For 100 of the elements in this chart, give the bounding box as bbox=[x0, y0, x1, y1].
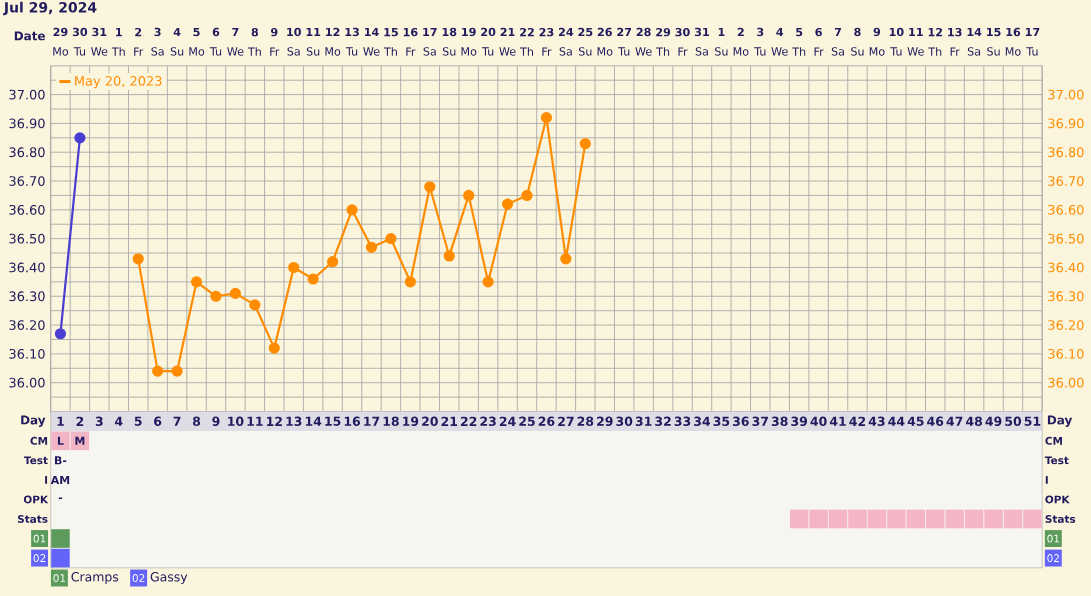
y-tick-label: 36.80 bbox=[9, 147, 45, 158]
x-tick-label: 1 Su bbox=[715, 27, 728, 56]
point bbox=[268, 342, 280, 354]
text: M bbox=[75, 436, 85, 445]
x-tick-label: 4 Su bbox=[170, 27, 184, 56]
x-tick-label: 29 bbox=[597, 416, 613, 426]
x-tick-label: 1 bbox=[57, 416, 64, 426]
y2-tick-label: OPK bbox=[1045, 495, 1070, 504]
x-tick-label: 16 bbox=[344, 416, 361, 426]
x-tick-label: 8 Su bbox=[851, 27, 864, 56]
x-tick-label: 37 bbox=[752, 416, 768, 426]
y2-tick-label: 36.10 bbox=[1048, 348, 1084, 359]
x-tick-label: 30 Fr bbox=[675, 27, 690, 56]
point bbox=[210, 290, 222, 302]
x-tick-label: 36 bbox=[732, 416, 749, 426]
x-tick-label: 25 Su bbox=[578, 27, 593, 56]
y2-tick-label: 36.30 bbox=[1048, 291, 1084, 302]
x-tick-label: 23 bbox=[480, 416, 496, 426]
x-tick-label: 27 Tu bbox=[617, 27, 632, 56]
x-tick-label: 1 Th bbox=[111, 27, 125, 56]
y2-tick-label: 36.60 bbox=[1048, 204, 1084, 215]
x-tick-label: 25 bbox=[519, 416, 535, 426]
y-tick-label: 36.10 bbox=[9, 348, 45, 359]
x-tick-label: 43 bbox=[868, 416, 885, 426]
x-tick-label: 12 bbox=[267, 416, 282, 426]
text: AM bbox=[50, 475, 70, 484]
y-tick-label: 37.00 bbox=[9, 89, 45, 100]
x-tick-label: 18 bbox=[383, 416, 399, 426]
x-tick-label: 9 Fr bbox=[270, 27, 280, 56]
x-axis-title: Date bbox=[14, 31, 45, 41]
point bbox=[307, 273, 319, 285]
x-tick-label: 13 bbox=[286, 416, 302, 426]
y-tick-label: 36.40 bbox=[9, 262, 45, 273]
x-tick-label: 11 We bbox=[907, 27, 924, 56]
x-tick-label: 33 bbox=[674, 416, 691, 426]
x-tick-label: 29 Th bbox=[656, 27, 671, 56]
x-tick-label: 13 Fr bbox=[948, 27, 962, 56]
point bbox=[463, 189, 475, 201]
x-tick-label: 10 bbox=[228, 416, 244, 426]
point bbox=[132, 253, 144, 265]
x-tick-label: 19 Mo bbox=[461, 27, 477, 56]
x-tick-label: 31 We bbox=[91, 27, 108, 56]
x-tick-label: 28 bbox=[577, 416, 594, 426]
y2-tick-label: 02 bbox=[1047, 553, 1059, 562]
point bbox=[190, 276, 203, 288]
y-tick-label: 01 bbox=[33, 534, 46, 543]
text: Gassy bbox=[150, 571, 188, 584]
y2-tick-label: 36.90 bbox=[1048, 118, 1084, 129]
x-tick-label: 23 Fr bbox=[539, 27, 554, 56]
x-tick-label: 30 bbox=[616, 416, 633, 426]
x-tick-label: 6 Tu bbox=[209, 27, 222, 56]
x-tick-label: 17 Sa bbox=[423, 27, 437, 56]
y-tick-label: 36.20 bbox=[9, 320, 45, 330]
x-tick-label: 11 bbox=[247, 416, 263, 426]
x-tick-label: 21 We bbox=[499, 27, 516, 56]
x-tick-label: 26 Mo bbox=[597, 27, 613, 56]
y2-tick-label: Test bbox=[1044, 456, 1069, 465]
x-tick-label: 3 Tu bbox=[754, 27, 766, 56]
x-tick-label: 41 bbox=[829, 416, 846, 426]
y-tick-label: 36.50 bbox=[9, 233, 45, 244]
x-tick-label: 6 Fr bbox=[814, 27, 824, 56]
text: - bbox=[58, 497, 63, 499]
x-tick-label: 2 Mo bbox=[733, 27, 749, 56]
y2-tick-label: 36.00 bbox=[1048, 377, 1084, 388]
point bbox=[482, 276, 494, 288]
y2-tick-label: 36.20 bbox=[1048, 320, 1084, 330]
x-tick-label: 7 bbox=[173, 416, 181, 426]
point bbox=[540, 111, 553, 124]
x-tick-label: 39 bbox=[791, 416, 808, 426]
x-tick-label: 12 Mo bbox=[325, 27, 341, 56]
point bbox=[346, 204, 358, 216]
category-label: 02 bbox=[132, 573, 145, 582]
y-tick-label: 36.30 bbox=[9, 291, 45, 302]
x-tick-label: 31 bbox=[635, 416, 652, 426]
x-tick-label: 26 bbox=[538, 416, 555, 426]
x-tick-label: 9 Mo bbox=[869, 27, 885, 56]
x-tick-label: 47 bbox=[946, 416, 963, 426]
x-tick-label: 45 bbox=[907, 416, 924, 426]
x-tick-label: 24 bbox=[499, 416, 516, 426]
point bbox=[560, 253, 572, 265]
x-tick-label: 8 bbox=[192, 416, 201, 426]
x-tick-label: 34 bbox=[694, 416, 711, 426]
x-tick-label: 8 Th bbox=[247, 27, 261, 56]
x-tick-label: 14 bbox=[305, 416, 322, 426]
y2-tick-label: 36.70 bbox=[1048, 176, 1084, 186]
y-tick-label: 36.00 bbox=[9, 377, 45, 388]
x-tick-label: 10 Sa bbox=[287, 27, 301, 56]
x-tick-label: 10 Tu bbox=[889, 27, 904, 56]
x-axis-title: Day bbox=[21, 415, 46, 427]
x-tick-label: 15 bbox=[325, 416, 341, 426]
x-tick-label: 27 bbox=[558, 416, 574, 426]
y-tick-label: 36.70 bbox=[9, 176, 45, 186]
x-tick-label: 14 Sa bbox=[967, 27, 982, 56]
point bbox=[249, 299, 261, 311]
x-tick-label: 13 Tu bbox=[345, 27, 359, 56]
x-tick-label: 40 bbox=[810, 416, 827, 426]
x-tick-label: 32 bbox=[655, 416, 671, 426]
x-tick-label: 9 bbox=[212, 416, 220, 426]
point bbox=[365, 241, 378, 253]
y2-tick-label: Stats bbox=[1045, 514, 1076, 523]
